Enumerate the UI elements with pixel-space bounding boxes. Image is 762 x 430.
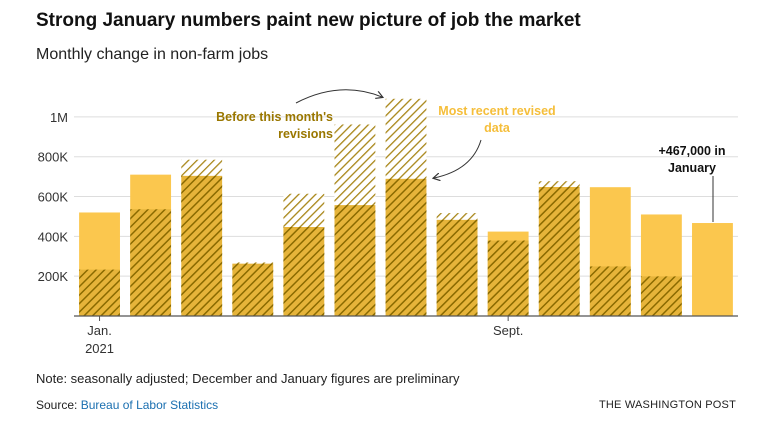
footnote: Note: seasonally adjusted; December and … bbox=[36, 371, 460, 386]
annotation-original: Before this month's revisions bbox=[216, 110, 333, 141]
source-prefix: Source: bbox=[36, 398, 81, 412]
bar-revised bbox=[538, 186, 580, 316]
bar-group bbox=[283, 193, 325, 316]
annotations: Before this month's revisions Most recent… bbox=[216, 89, 726, 222]
bar-group bbox=[589, 187, 631, 316]
bar-group bbox=[385, 98, 427, 317]
bar-revised bbox=[232, 263, 274, 316]
bar-group bbox=[79, 212, 120, 316]
annotation-revised-arrow bbox=[434, 139, 482, 178]
source-line: Source: Bureau of Labor Statistics bbox=[36, 398, 218, 412]
credit: THE WASHINGTON POST bbox=[598, 399, 736, 411]
bar-revised bbox=[385, 178, 427, 316]
chart-subtitle: Monthly change in non-farm jobs bbox=[36, 46, 269, 63]
bar-group bbox=[692, 223, 733, 316]
x-tick-label: Sept. bbox=[493, 323, 523, 338]
bar-group bbox=[334, 124, 376, 316]
x-tick-label: Jan. bbox=[87, 323, 112, 338]
bar-revised bbox=[692, 223, 733, 316]
chart-title: Strong January numbers paint new picture… bbox=[36, 10, 581, 31]
bar-group bbox=[487, 231, 529, 316]
x-tick-label: 2021 bbox=[85, 341, 114, 356]
bar-original bbox=[589, 266, 631, 316]
bar-revised bbox=[283, 227, 325, 316]
source-link[interactable]: Bureau of Labor Statistics bbox=[80, 398, 219, 412]
bars bbox=[79, 98, 733, 317]
bar-original bbox=[79, 269, 120, 316]
annotation-original-arrow bbox=[295, 89, 382, 104]
bar-group bbox=[640, 214, 682, 316]
bar-original bbox=[640, 276, 682, 316]
bar-revised bbox=[334, 205, 376, 316]
annotation-latest: +467,000 in January bbox=[658, 144, 725, 175]
annotation-revised: Most recent revised data bbox=[438, 104, 555, 135]
bar-group bbox=[181, 159, 223, 316]
y-axis-ticks: 200K 400K 600K 800K 1M bbox=[38, 110, 69, 284]
bar-original bbox=[130, 209, 172, 316]
bar-group bbox=[130, 174, 172, 316]
y-tick-label: 800K bbox=[38, 150, 69, 165]
y-tick-label: 400K bbox=[38, 229, 69, 244]
bar-revised bbox=[436, 219, 478, 316]
bar-group bbox=[232, 262, 274, 316]
y-tick-label: 1M bbox=[50, 110, 68, 125]
bar-original bbox=[487, 240, 529, 316]
bar-revised bbox=[181, 175, 223, 316]
bar-group bbox=[436, 213, 478, 316]
x-axis-ticks: Jan. 2021 Sept. bbox=[85, 316, 523, 356]
y-tick-label: 600K bbox=[38, 190, 69, 205]
y-tick-label: 200K bbox=[38, 269, 69, 284]
bar-group bbox=[538, 181, 580, 316]
